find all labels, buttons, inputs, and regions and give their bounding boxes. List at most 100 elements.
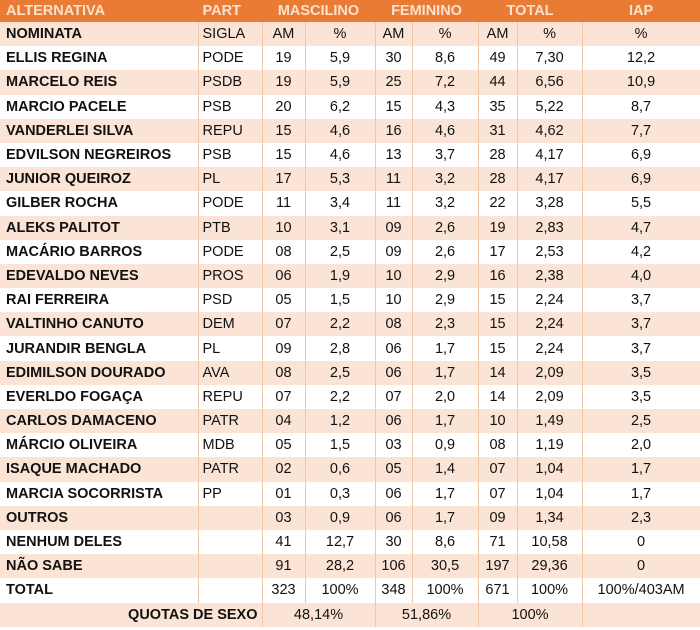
cell: 100% [305, 578, 376, 603]
cell: 1,5 [305, 433, 376, 458]
cell: MACÁRIO BARROS [0, 239, 199, 264]
cell: 11 [375, 191, 413, 216]
table-row: MÁRCIO OLIVEIRA MDB 05 1,5 03 0,9 08 1,19 2,0 [0, 433, 700, 458]
header-iap: IAP [582, 0, 700, 22]
header-masculino: MASCILINO [262, 0, 376, 22]
cell: 0,9 [412, 433, 479, 458]
cell: 2,2 [305, 312, 376, 337]
cell: ELLIS REGINA [0, 46, 199, 71]
cell: % [412, 22, 479, 47]
cell: 19 [478, 215, 518, 240]
cell: MARCELO REIS [0, 70, 199, 95]
cell: JUNIOR QUEIROZ [0, 167, 199, 192]
cell: PSB [198, 94, 263, 119]
cell: REPU [198, 118, 263, 143]
cell: PL [198, 167, 263, 192]
cell: 19 [262, 70, 306, 95]
cell [198, 554, 263, 579]
cell: 10,9 [582, 70, 700, 95]
cell: 1,7 [412, 505, 479, 530]
cell: 2,0 [582, 433, 700, 458]
cell [198, 505, 263, 530]
cell: 8,6 [412, 529, 479, 555]
cell: 12,7 [305, 529, 376, 555]
cell: 03 [262, 505, 306, 530]
cell: 2,24 [517, 336, 583, 361]
cell: 2,5 [582, 409, 700, 434]
cell: 4,7 [582, 215, 700, 240]
cell: RAI FERREIRA [0, 288, 199, 313]
cell: 1,19 [517, 433, 583, 458]
cell: 10,58 [517, 529, 583, 555]
cell: 100% [517, 578, 583, 603]
cell: 3,1 [305, 215, 376, 240]
cell: 3,5 [582, 384, 700, 409]
cell: NENHUM DELES [0, 529, 199, 555]
table-row: ALEKS PALITOT PTB 10 3,1 09 2,6 19 2,83 4,7 [0, 215, 700, 240]
cell: CARLOS DAMACENO [0, 409, 199, 434]
cell: 09 [375, 239, 413, 264]
cell: 15 [478, 312, 518, 337]
cell: 17 [262, 167, 306, 192]
cell: 11 [262, 191, 306, 216]
cell: MARCIO PACELE [0, 94, 199, 119]
cell: PODE [198, 46, 263, 71]
table-row: EVERLDO FOGAÇA REPU 07 2,2 07 2,0 14 2,09 3,5 [0, 384, 700, 409]
cell: 31 [478, 118, 518, 143]
cell: 0 [582, 554, 700, 579]
cell: 1,2 [305, 409, 376, 434]
cell: 4,6 [412, 118, 479, 143]
cell: 05 [262, 433, 306, 458]
cell: 22 [478, 191, 518, 216]
cell: 1,4 [412, 457, 479, 482]
cell: 4,3 [412, 94, 479, 119]
cell [198, 529, 263, 555]
cell: 06 [375, 409, 413, 434]
cell: 2,5 [305, 239, 376, 264]
cell [198, 578, 263, 603]
cell: 4,0 [582, 263, 700, 289]
cell: 13 [375, 142, 413, 168]
cell: MÁRCIO OLIVEIRA [0, 433, 199, 458]
cell: 3,28 [517, 191, 583, 216]
cell: 2,09 [517, 360, 583, 385]
cell: NÃO SABE [0, 554, 199, 579]
cell: 0,9 [305, 505, 376, 530]
cell: 6,2 [305, 94, 376, 119]
cell: 1,7 [582, 457, 700, 482]
header-total: TOTAL [478, 0, 583, 22]
table-row: EDEVALDO NEVES PROS 06 1,9 10 2,9 16 2,38 4,0 [0, 263, 700, 289]
cell: 2,2 [305, 384, 376, 409]
cell: 0,6 [305, 457, 376, 482]
cell: 3,2 [412, 167, 479, 192]
cell: 15 [478, 288, 518, 313]
cell: 10 [262, 215, 306, 240]
cell: 106 [375, 554, 413, 579]
header-feminino: FEMININO [375, 0, 479, 22]
cell: 5,5 [582, 191, 700, 216]
table-row: CARLOS DAMACENO PATR 04 1,2 06 1,7 10 1,49 2,5 [0, 409, 700, 434]
cell: 12,2 [582, 46, 700, 71]
cell: 05 [375, 457, 413, 482]
cell: 16 [478, 263, 518, 289]
cell: 7,30 [517, 46, 583, 71]
cell: 01 [262, 481, 306, 506]
table-row: NENHUM DELES 41 12,7 30 8,6 71 10,58 0 [0, 529, 700, 555]
cell: 1,7 [412, 409, 479, 434]
cell: 71 [478, 529, 518, 555]
cell: 100%/403AM [582, 578, 700, 603]
table-row: NÃO SABE 91 28,2 106 30,5 197 29,36 0 [0, 554, 700, 579]
cell: 15 [478, 336, 518, 361]
cell: 2,83 [517, 215, 583, 240]
cell: 8,7 [582, 94, 700, 119]
cell: 2,53 [517, 239, 583, 264]
table-row: VALTINHO CANUTO DEM 07 2,2 08 2,3 15 2,24 3,7 [0, 312, 700, 337]
cell: 10 [375, 288, 413, 313]
quota-cell: 100% [478, 602, 583, 627]
cell: AM [375, 22, 413, 47]
cell: PSDB [198, 70, 263, 95]
cell: 08 [478, 433, 518, 458]
cell: 1,7 [582, 481, 700, 506]
cell: 6,9 [582, 142, 700, 168]
cell: 1,49 [517, 409, 583, 434]
